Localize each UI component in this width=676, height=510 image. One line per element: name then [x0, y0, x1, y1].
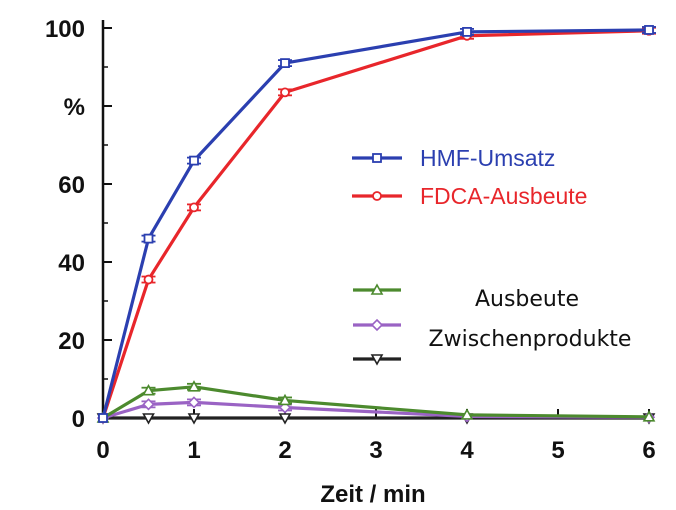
x-axis-label: Zeit / min [320, 481, 425, 508]
series-layer [96, 25, 656, 425]
series-hmf-umsatz [98, 25, 656, 423]
x-tick-label: 4 [460, 437, 474, 464]
data-point [143, 233, 154, 244]
x-tick-label: 0 [96, 437, 109, 464]
data-point [187, 380, 201, 392]
data-point [187, 396, 201, 409]
series-line [102, 385, 650, 420]
y-tick-label: % [64, 94, 85, 121]
y-tick-label: 40 [58, 250, 85, 277]
y-tick-label: 20 [58, 328, 85, 355]
data-point [278, 413, 292, 425]
data-point [280, 87, 290, 98]
legend-label: FDCA-Ausbeute [420, 183, 587, 209]
y-tick-label: 0 [72, 406, 85, 433]
data-point [142, 413, 155, 425]
x-tick-label: 3 [369, 437, 382, 464]
data-point [370, 354, 384, 366]
data-point [460, 408, 474, 420]
data-point [370, 283, 384, 295]
x-tick-label: 1 [187, 437, 200, 464]
y-tick-label: 100 [45, 16, 85, 43]
data-point [142, 384, 155, 396]
legend: HMF-Umsatz FDCA-Ausbeute Ausbeute Zwischenp… [352, 145, 632, 366]
data-point [142, 398, 155, 411]
x-tick-label: 2 [278, 437, 291, 464]
data-point [189, 202, 199, 213]
data-point [642, 410, 656, 422]
legend-label: HMF-Umsatz [420, 145, 555, 171]
data-point [98, 413, 108, 423]
x-tick-label: 5 [551, 437, 564, 464]
data-point [644, 25, 654, 35]
data-point [372, 191, 382, 201]
data-point [278, 393, 292, 406]
series-line [101, 28, 650, 419]
legend-group-label: Zwischenprodukte [429, 327, 632, 352]
legend-group-label: Ausbeute [475, 287, 579, 312]
data-point [372, 153, 382, 163]
data-point [370, 318, 384, 332]
data-point [187, 413, 201, 425]
data-point [280, 58, 290, 68]
data-point [189, 155, 199, 166]
data-point [143, 274, 154, 285]
data-point [462, 26, 472, 37]
series-line [101, 29, 650, 419]
x-tick-label: 6 [642, 437, 655, 464]
y-tick-label: 60 [58, 172, 85, 199]
